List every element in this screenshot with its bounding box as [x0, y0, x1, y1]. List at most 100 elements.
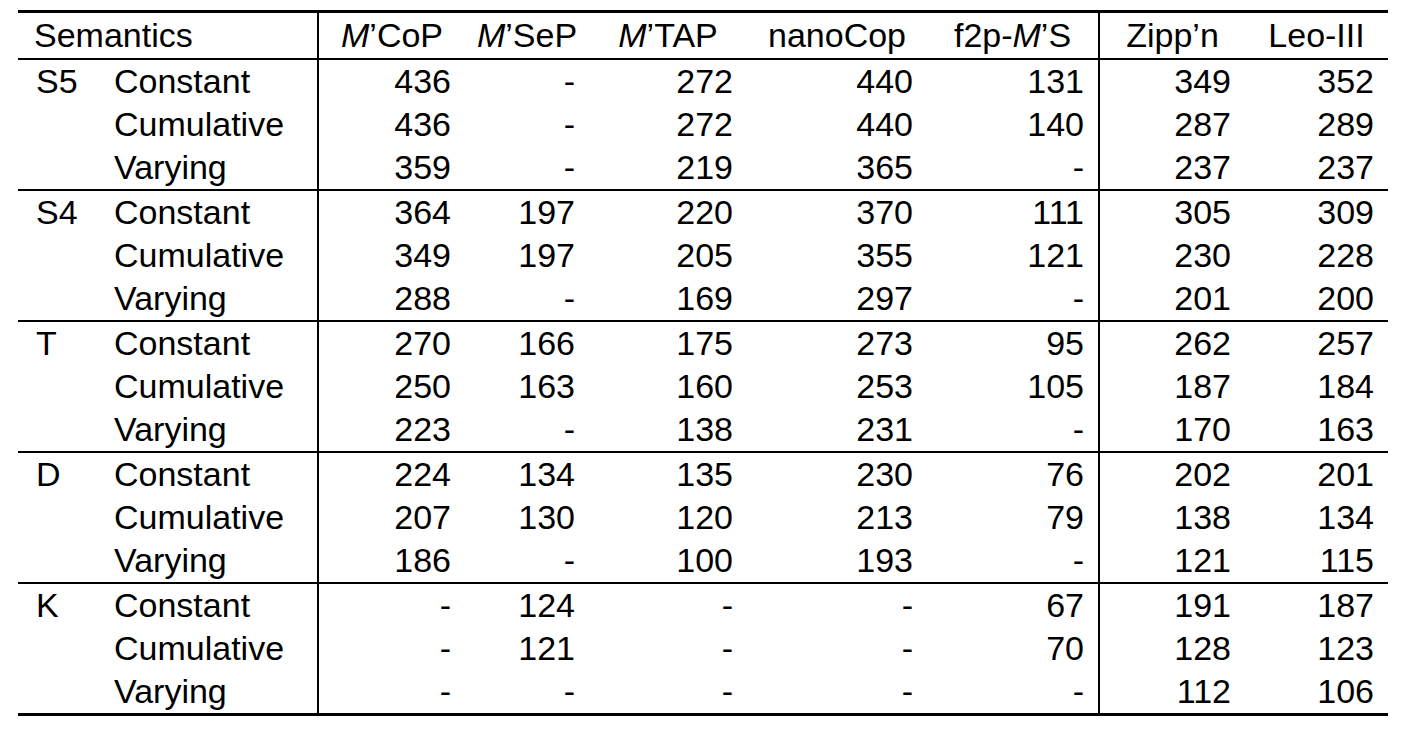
- column-header-mcop: M’CoP: [318, 12, 465, 59]
- header-text-segment: M: [477, 16, 505, 54]
- value-cell-mcop: 207: [318, 496, 465, 539]
- value-cell-msep: 130: [465, 496, 589, 539]
- column-header-semantics: Semantics: [18, 12, 318, 59]
- value-cell-f2p-ms: 111: [927, 190, 1099, 234]
- semantics-label: S4: [18, 190, 112, 321]
- domain-variant-label: Varying: [112, 277, 318, 321]
- value-cell-leo-iii: 134: [1245, 496, 1388, 539]
- value-cell-mtap: 205: [589, 234, 747, 277]
- value-cell-leo-iii: 200: [1245, 277, 1388, 321]
- value-cell-f2p-ms: -: [927, 146, 1099, 190]
- domain-variant-label: Cumulative: [112, 365, 318, 408]
- value-cell-zippn: 128: [1099, 627, 1245, 670]
- value-cell-mtap: -: [589, 670, 747, 715]
- value-cell-nanocop: 213: [747, 496, 927, 539]
- domain-variant-label: Varying: [112, 539, 318, 583]
- value-cell-msep: 121: [465, 627, 589, 670]
- value-cell-msep: -: [465, 146, 589, 190]
- value-cell-f2p-ms: 70: [927, 627, 1099, 670]
- domain-variant-label: Cumulative: [112, 103, 318, 146]
- value-cell-nanocop: 355: [747, 234, 927, 277]
- table-row: Varying288-169297-201200: [18, 277, 1388, 321]
- value-cell-nanocop: 440: [747, 59, 927, 103]
- table-row: KConstant-124--67191187: [18, 583, 1388, 627]
- value-cell-f2p-ms: -: [927, 539, 1099, 583]
- value-cell-mcop: 270: [318, 321, 465, 365]
- benchmark-results-table: SemanticsM’CoPM’SePM’TAPnanoCopf2p-M’SZi…: [18, 10, 1388, 716]
- value-cell-mtap: 169: [589, 277, 747, 321]
- value-cell-zippn: 262: [1099, 321, 1245, 365]
- header-text-segment: f2p-: [954, 16, 1013, 54]
- value-cell-zippn: 349: [1099, 59, 1245, 103]
- value-cell-nanocop: -: [747, 627, 927, 670]
- header-text-segment: Leo-III: [1268, 16, 1364, 54]
- value-cell-f2p-ms: 76: [927, 452, 1099, 496]
- header-text-segment: ’SeP: [505, 16, 577, 54]
- value-cell-msep: -: [465, 103, 589, 146]
- value-cell-mcop: 349: [318, 234, 465, 277]
- value-cell-mcop: 436: [318, 59, 465, 103]
- value-cell-zippn: 191: [1099, 583, 1245, 627]
- value-cell-mtap: 272: [589, 59, 747, 103]
- domain-variant-label: Cumulative: [112, 496, 318, 539]
- value-cell-zippn: 202: [1099, 452, 1245, 496]
- value-cell-nanocop: 440: [747, 103, 927, 146]
- header-text-segment: ’S: [1041, 16, 1071, 54]
- value-cell-mcop: -: [318, 670, 465, 715]
- value-cell-nanocop: -: [747, 670, 927, 715]
- value-cell-mcop: 186: [318, 539, 465, 583]
- table-row: S5Constant436-272440131349352: [18, 59, 1388, 103]
- value-cell-zippn: 112: [1099, 670, 1245, 715]
- table-row: S4Constant364197220370111305309: [18, 190, 1388, 234]
- value-cell-mtap: -: [589, 627, 747, 670]
- domain-variant-label: Constant: [112, 452, 318, 496]
- value-cell-msep: -: [465, 277, 589, 321]
- column-header-leo-iii: Leo-III: [1245, 12, 1388, 59]
- column-header-mtap: M’TAP: [589, 12, 747, 59]
- semantics-group-s4: S4Constant364197220370111305309Cumulativ…: [18, 190, 1388, 321]
- table-row: DConstant22413413523076202201: [18, 452, 1388, 496]
- value-cell-mtap: 138: [589, 408, 747, 452]
- header-text-segment: ’CoP: [369, 16, 443, 54]
- value-cell-zippn: 201: [1099, 277, 1245, 321]
- value-cell-mtap: 219: [589, 146, 747, 190]
- value-cell-mcop: 223: [318, 408, 465, 452]
- table-row: Varying186-100193-121115: [18, 539, 1388, 583]
- value-cell-leo-iii: 106: [1245, 670, 1388, 715]
- value-cell-nanocop: 365: [747, 146, 927, 190]
- value-cell-zippn: 121: [1099, 539, 1245, 583]
- value-cell-leo-iii: 257: [1245, 321, 1388, 365]
- value-cell-msep: 197: [465, 234, 589, 277]
- domain-variant-label: Varying: [112, 408, 318, 452]
- value-cell-zippn: 305: [1099, 190, 1245, 234]
- value-cell-leo-iii: 187: [1245, 583, 1388, 627]
- table-row: Cumulative436-272440140287289: [18, 103, 1388, 146]
- value-cell-leo-iii: 163: [1245, 408, 1388, 452]
- value-cell-msep: -: [465, 670, 589, 715]
- table-row: Varying359-219365-237237: [18, 146, 1388, 190]
- value-cell-mtap: -: [589, 583, 747, 627]
- column-header-f2p-ms: f2p-M’S: [927, 12, 1099, 59]
- semantics-group-s5: S5Constant436-272440131349352Cumulative4…: [18, 59, 1388, 190]
- header-text-segment: nanoCop: [768, 16, 906, 54]
- value-cell-mcop: 224: [318, 452, 465, 496]
- value-cell-mtap: 220: [589, 190, 747, 234]
- table-row: Varying-----112106: [18, 670, 1388, 715]
- table-row: TConstant27016617527395262257: [18, 321, 1388, 365]
- value-cell-leo-iii: 289: [1245, 103, 1388, 146]
- domain-variant-label: Varying: [112, 146, 318, 190]
- value-cell-mtap: 120: [589, 496, 747, 539]
- column-header-msep: M’SeP: [465, 12, 589, 59]
- value-cell-nanocop: -: [747, 583, 927, 627]
- value-cell-f2p-ms: 131: [927, 59, 1099, 103]
- value-cell-zippn: 237: [1099, 146, 1245, 190]
- semantics-label: S5: [18, 59, 112, 190]
- value-cell-leo-iii: 201: [1245, 452, 1388, 496]
- domain-variant-label: Constant: [112, 59, 318, 103]
- value-cell-mcop: 288: [318, 277, 465, 321]
- value-cell-msep: -: [465, 408, 589, 452]
- value-cell-nanocop: 193: [747, 539, 927, 583]
- value-cell-leo-iii: 184: [1245, 365, 1388, 408]
- value-cell-nanocop: 297: [747, 277, 927, 321]
- table-header: SemanticsM’CoPM’SePM’TAPnanoCopf2p-M’SZi…: [18, 12, 1388, 59]
